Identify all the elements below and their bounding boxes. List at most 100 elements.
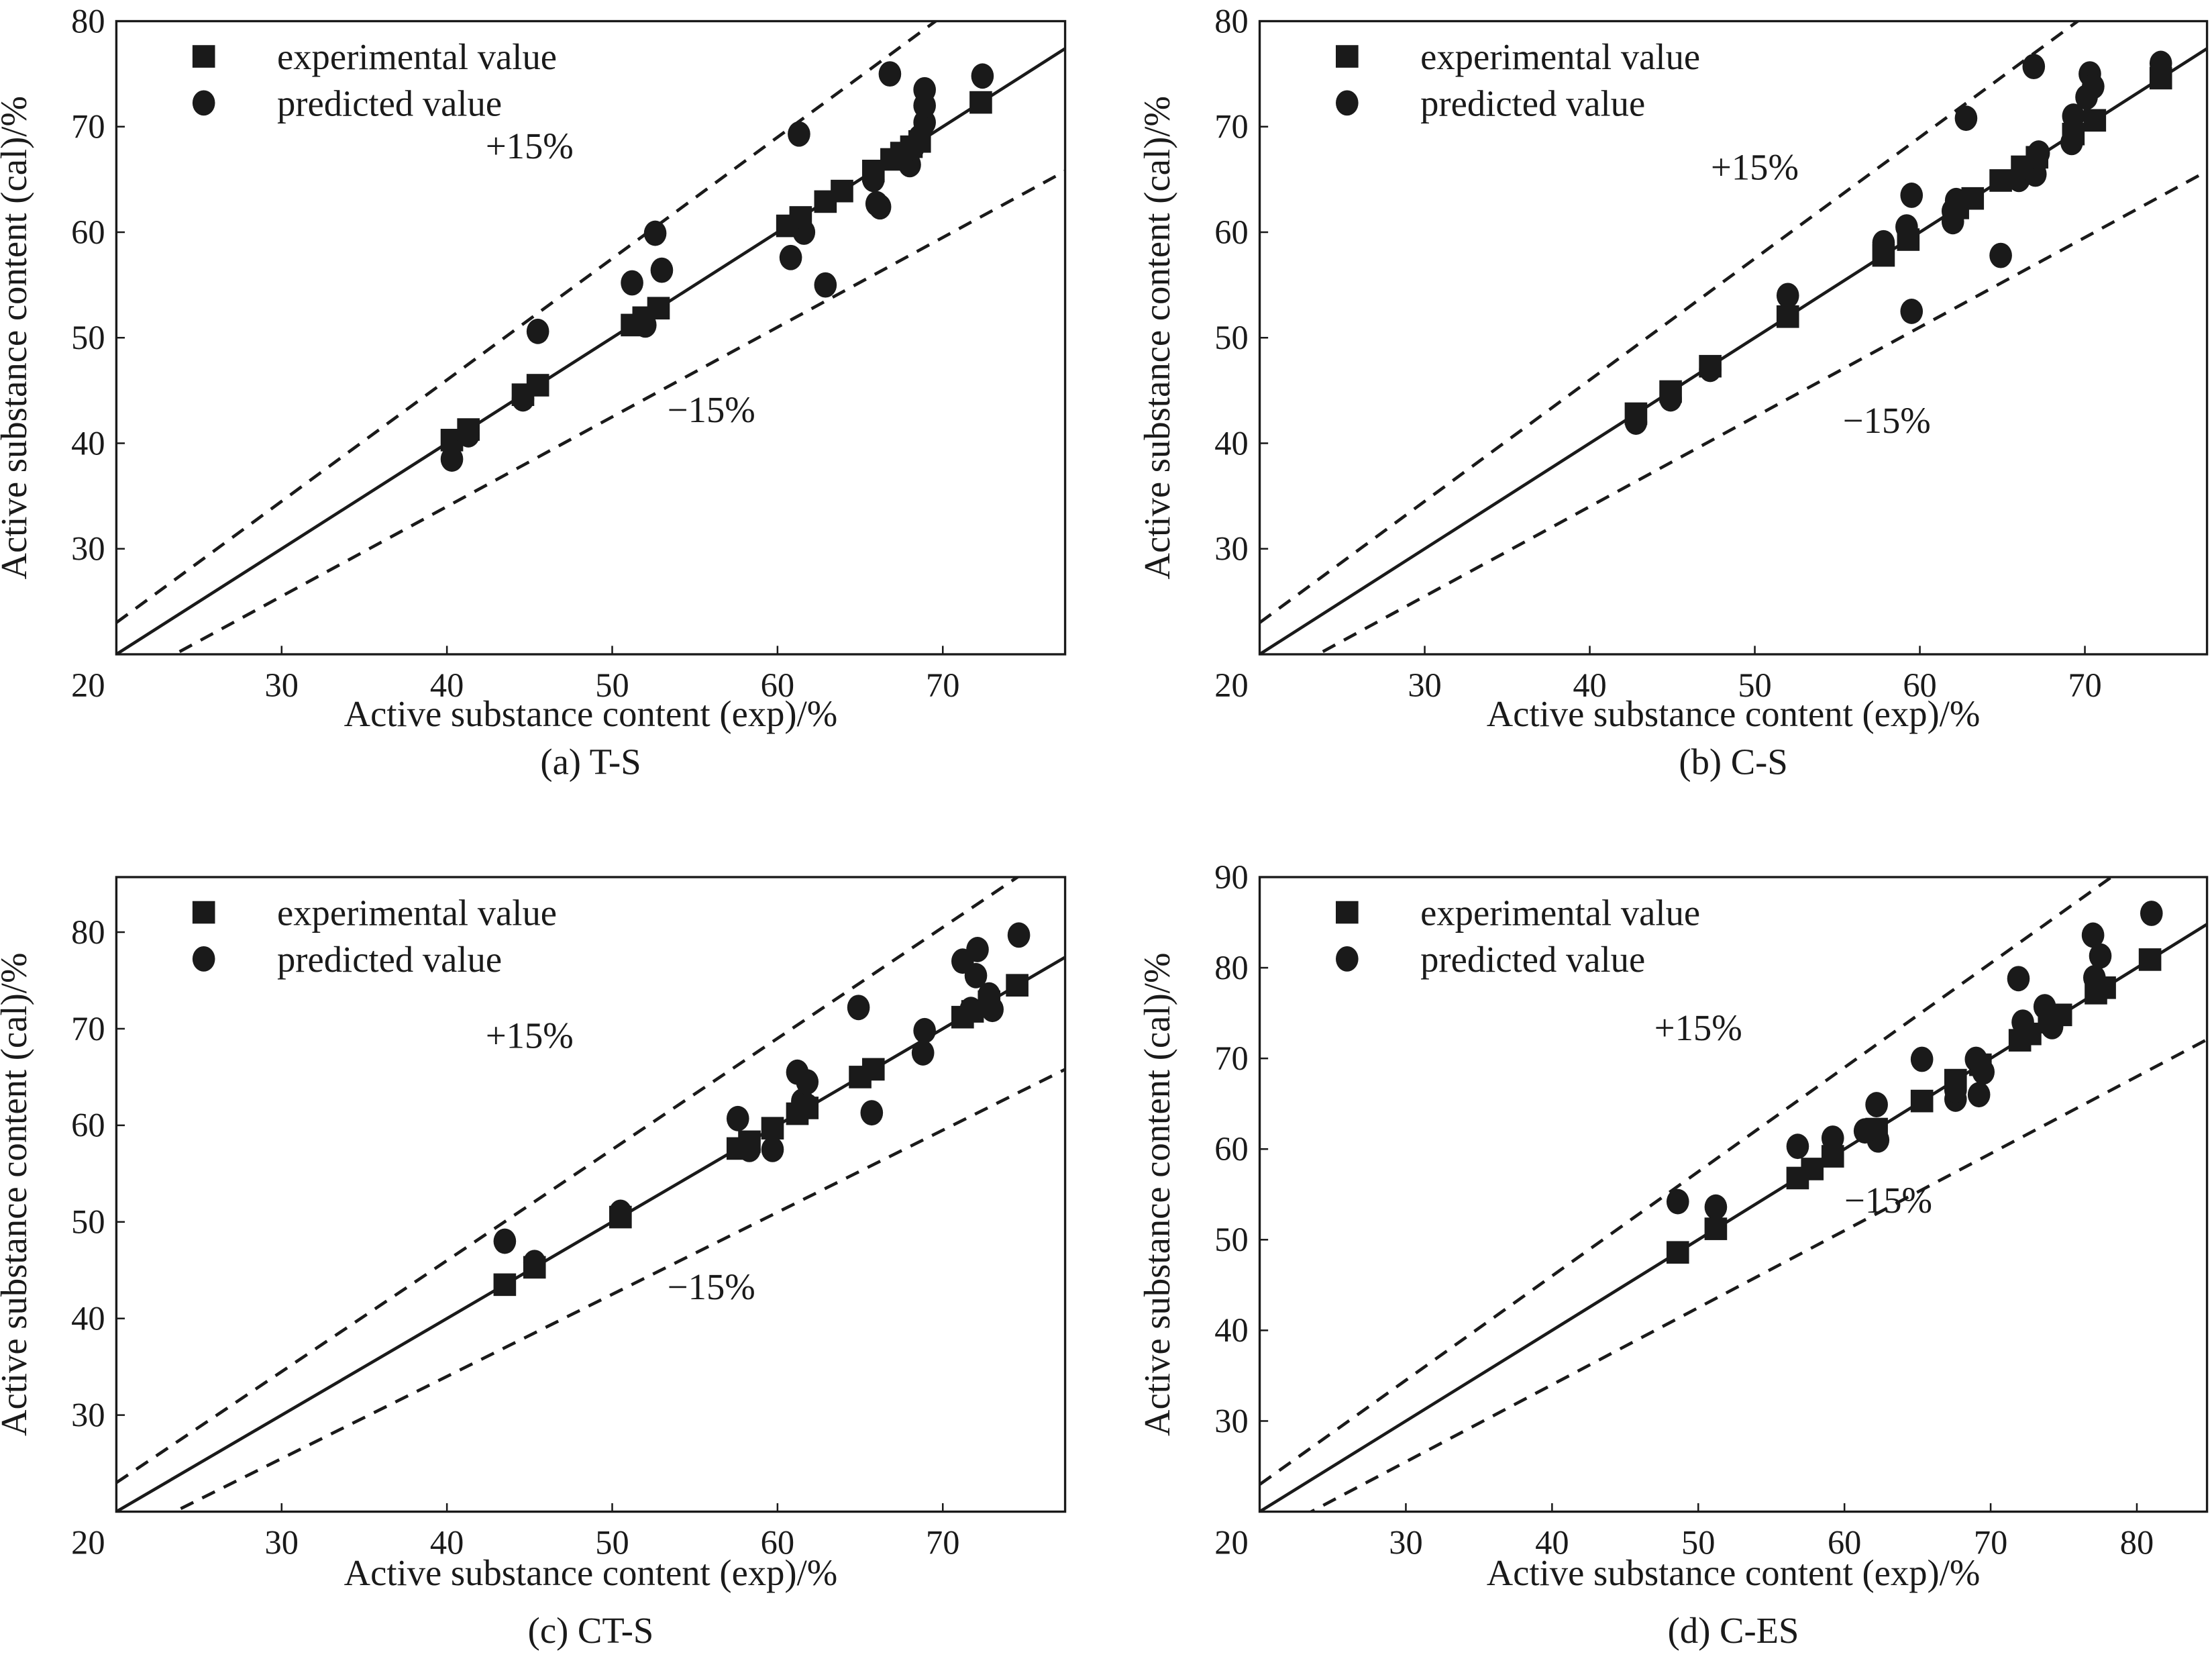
- series-predicted: [1666, 901, 2163, 1220]
- y-tick-label: 40: [71, 1300, 105, 1337]
- y-tick-label: 40: [1214, 424, 1248, 462]
- predicted-point: [796, 1069, 819, 1095]
- y-tick-label: 90: [1214, 858, 1248, 896]
- minus-15-line: [1314, 169, 2207, 654]
- legend-square-marker: [1336, 45, 1359, 68]
- predicted-point: [1910, 1046, 1934, 1072]
- chart-panel-3: 30 40 50 60 70 80 20 30 40 50 60 70 80 90 Active subst…: [1137, 858, 2209, 1651]
- predicted-point: [1704, 1194, 1728, 1220]
- legend-label: predicted value: [277, 939, 502, 980]
- experimental-point: [1910, 1089, 1934, 1113]
- experimental-point: [831, 179, 853, 203]
- experimental-point: [457, 418, 480, 441]
- experimental-point: [761, 1117, 784, 1140]
- x-tick-label: 30: [265, 1524, 299, 1562]
- predicted-point: [1900, 183, 1924, 208]
- x-tick-label: 40: [430, 666, 464, 704]
- predicted-point: [1900, 299, 1924, 324]
- legend-square-marker: [192, 45, 215, 68]
- predicted-point: [2081, 922, 2105, 948]
- plus-15-label: +15%: [1654, 1007, 1742, 1048]
- legend-label: experimental value: [277, 892, 557, 933]
- series-experimental: [493, 974, 1029, 1297]
- x-tick-label: 50: [595, 666, 629, 704]
- reference-lines: [116, 21, 1065, 654]
- predicted-point: [779, 244, 802, 270]
- x-axis-label: Active substance content (exp)/%: [1487, 1552, 1981, 1593]
- predicted-point: [643, 220, 667, 246]
- y-tick-label: 60: [1214, 213, 1248, 251]
- experimental-point: [789, 206, 812, 229]
- experimental-point: [2025, 146, 2049, 169]
- parity-line: [1259, 922, 2207, 1512]
- predicted-point: [911, 1040, 935, 1066]
- plus-15-line: [1259, 21, 2081, 624]
- minus-15-label: −15%: [668, 389, 755, 430]
- experimental-point: [2019, 1022, 2042, 1046]
- predicted-point: [2062, 103, 2085, 129]
- predicted-point: [761, 1136, 784, 1162]
- x-axis-label: Active substance content (exp)/%: [1487, 693, 1981, 734]
- minus-15-line: [171, 169, 1065, 654]
- x-tick-label: 50: [595, 1524, 629, 1562]
- plus-15-line: [116, 21, 939, 624]
- predicted-point: [1776, 283, 1799, 309]
- legend-label: predicted value: [1420, 939, 1645, 980]
- predicted-point: [2082, 74, 2105, 99]
- x-tick-label: 30: [1389, 1524, 1422, 1562]
- x-tick-label: 70: [926, 666, 959, 704]
- experimental-point: [2049, 1003, 2072, 1027]
- predicted-point: [966, 937, 989, 962]
- x-tick-label: 40: [1535, 1524, 1569, 1562]
- series-experimental: [1624, 66, 2172, 425]
- predicted-point: [1786, 1133, 1809, 1160]
- experimental-point: [1776, 305, 1799, 328]
- legend-square-marker: [1336, 901, 1359, 924]
- experimental-point: [1897, 228, 1920, 251]
- y-tick-label: 30: [71, 530, 105, 568]
- y-tick-label: 30: [71, 1396, 105, 1433]
- x-tick-label: 50: [1681, 1524, 1715, 1562]
- parity-line: [116, 46, 1065, 654]
- plus-15-label: +15%: [486, 125, 574, 166]
- x-tick-label: 40: [430, 1524, 464, 1562]
- x-tick-label: 30: [265, 666, 299, 704]
- y-tick-label: 70: [1214, 108, 1248, 146]
- experimental-point: [523, 1256, 546, 1279]
- x-tick-label: 60: [761, 1524, 794, 1562]
- experimental-point: [796, 1097, 819, 1119]
- y-tick-label: 80: [71, 2, 105, 40]
- predicted-point: [1666, 1188, 1689, 1215]
- y-tick-label: 60: [71, 213, 105, 251]
- experimental-point: [908, 130, 931, 153]
- experimental-point: [2062, 122, 2085, 146]
- predicted-point: [1821, 1125, 1844, 1151]
- predicted-point: [621, 270, 643, 296]
- predicted-point: [1865, 1092, 1888, 1117]
- y-tick-label: 20: [71, 666, 105, 704]
- minus-15-label: −15%: [668, 1266, 755, 1307]
- experimental-point: [1006, 974, 1029, 997]
- predicted-point: [814, 272, 837, 298]
- x-tick-label: 60: [1828, 1524, 1861, 1562]
- predicted-point: [1989, 242, 2012, 268]
- predicted-point: [1967, 1082, 1991, 1108]
- y-tick-label: 80: [1214, 949, 1248, 986]
- experimental-point: [1624, 402, 1648, 425]
- experimental-point: [609, 1205, 632, 1229]
- experimental-point: [978, 990, 1001, 1013]
- y-tick-label: 20: [1214, 666, 1248, 704]
- y-axis-label: Active substance content (cal)/%: [1137, 96, 1177, 579]
- legend-label: experimental value: [277, 36, 557, 77]
- experimental-point: [1666, 1241, 1689, 1264]
- y-tick-label: 20: [1214, 1524, 1248, 1562]
- y-axis-label: Active substance content (cal)/%: [0, 96, 34, 579]
- predicted-point: [440, 446, 464, 472]
- experimental-point: [1969, 1053, 1992, 1076]
- plus-15-line: [1259, 876, 2115, 1486]
- plus-15-line: [116, 876, 1020, 1484]
- x-tick-label: 60: [1903, 666, 1936, 704]
- minus-15-label: −15%: [1844, 1180, 1932, 1221]
- y-tick-label: 60: [1214, 1130, 1248, 1168]
- minus-15-line: [171, 1067, 1065, 1512]
